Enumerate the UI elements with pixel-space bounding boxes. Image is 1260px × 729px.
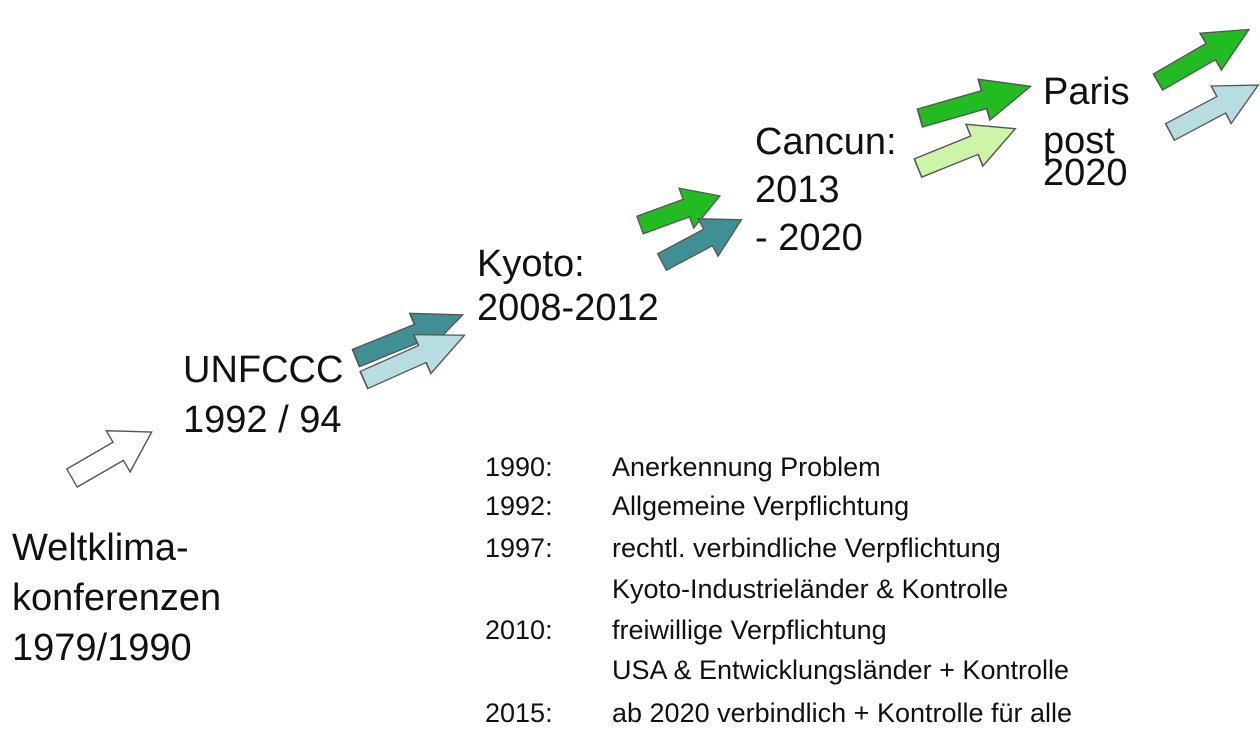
timeline-text: rechtl. verbindliche Verpflichtung — [612, 533, 1001, 563]
timeline-text: ab 2020 verbindlich + Kontrolle für alle — [612, 698, 1072, 728]
timeline-text: USA & Entwicklungsländer + Kontrolle — [612, 655, 1069, 685]
arrow — [59, 410, 165, 500]
stage-label: konferenzen — [12, 577, 221, 619]
timeline-text: Kyoto-Industrieländer & Kontrolle — [612, 574, 1008, 604]
timeline-year: 2015: — [485, 698, 553, 728]
stage-label: 2008-2012 — [477, 287, 659, 329]
timeline-text: Allgemeine Verpflichtung — [612, 491, 909, 521]
stage-label: 1992 / 94 — [183, 399, 341, 441]
timeline-year: 2010: — [485, 615, 553, 645]
stage-label: Kyoto: — [477, 243, 585, 285]
stage-label: 2020 — [1043, 152, 1128, 194]
stage-label: Weltklima- — [12, 527, 189, 569]
timeline-year: 1992: — [485, 491, 553, 521]
stage-label: UNFCCC — [183, 349, 343, 391]
stage-label: - 2020 — [755, 217, 863, 259]
timeline-text: Anerkennung Problem — [612, 452, 881, 482]
timeline-text: freiwillige Verpflichtung — [612, 615, 887, 645]
timeline-year: 1997: — [485, 533, 553, 563]
stage-label: post — [1043, 120, 1115, 162]
stage-label: 2013 — [755, 169, 840, 211]
stage-label: Paris — [1043, 71, 1130, 113]
stage-label: 1979/1990 — [12, 627, 192, 669]
timeline-year: 1990: — [485, 452, 553, 482]
stage-label: Cancun: — [755, 121, 897, 163]
